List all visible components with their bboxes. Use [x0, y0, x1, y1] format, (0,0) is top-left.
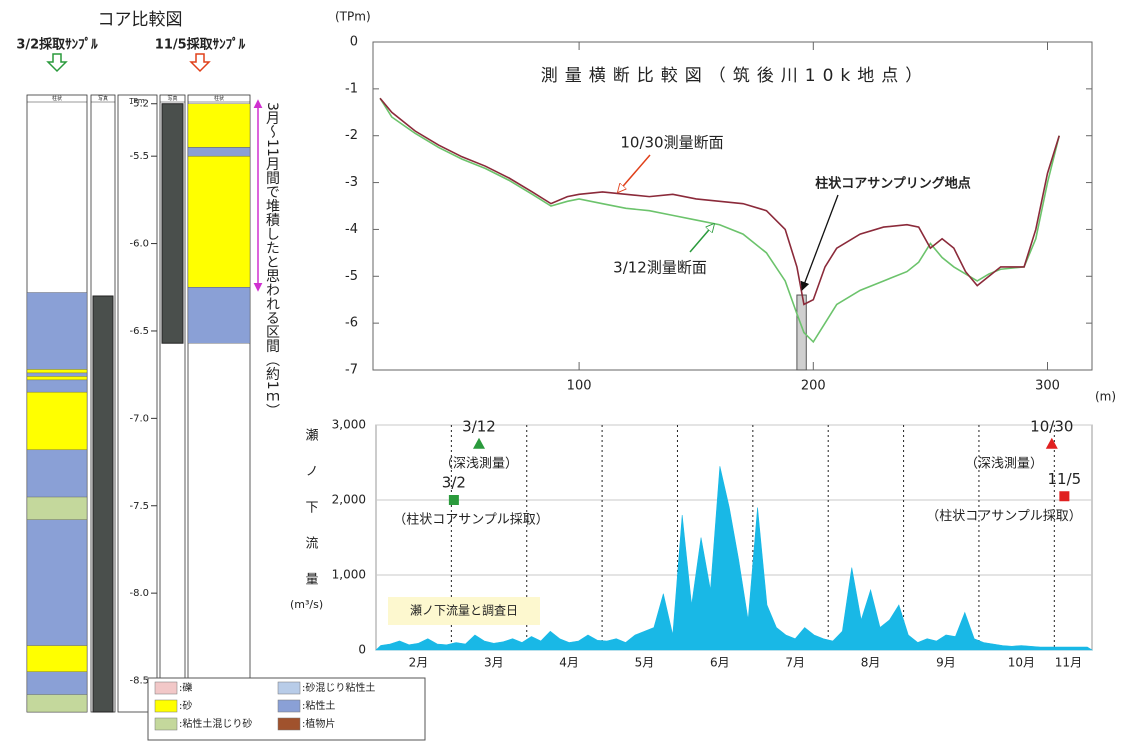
legend-swatch: [154, 699, 178, 713]
x-tick-label: 11月: [1055, 656, 1082, 670]
y-tick-label: -7: [345, 363, 358, 378]
event-marker: [1045, 437, 1058, 449]
flow-area: [375, 466, 1094, 651]
annotation: 瀬ノ下流量と調査日: [410, 604, 518, 618]
depth-tick-label: -6.0: [129, 239, 149, 250]
event-date: 11/5: [1048, 470, 1082, 488]
deposit-note: 3月～11月間で堆積したと思われる区間（約1ｍ）: [264, 102, 280, 418]
legend-label: :植物片: [302, 717, 335, 730]
depth-tick-label: -5.2: [129, 99, 149, 110]
core-photo: [161, 103, 184, 344]
x-tick-label: 4月: [559, 656, 579, 670]
y-tick-label: -6: [345, 316, 358, 331]
soil-layer: [187, 103, 251, 148]
event-date: 10/30: [1030, 417, 1073, 435]
depth-tick-label: -8.5: [129, 676, 149, 687]
legend-label: :粘性土混じり砂: [179, 717, 252, 730]
legend-label: :粘性土: [302, 699, 335, 712]
profile-line: [379, 97, 1060, 306]
x-tick-label: 100: [567, 379, 592, 394]
x-tick-label: 5月: [635, 656, 655, 670]
soil-layer: [187, 147, 251, 157]
event-marker: [448, 495, 459, 505]
y-tick-label: -1: [345, 81, 358, 96]
event-marker: [473, 437, 486, 449]
soil-layer: [187, 287, 251, 344]
legend-swatch: [277, 717, 301, 731]
depth-tick-label: -8.0: [129, 588, 149, 599]
x-tick-label: 7月: [785, 656, 805, 670]
y-tick-label: -4: [345, 222, 358, 237]
series-arrow: [689, 224, 714, 253]
x-tick-label: 200: [801, 379, 826, 394]
sample-arrow: [189, 53, 211, 73]
sample-arrow: [46, 53, 68, 73]
core-title: コア比較図: [98, 10, 183, 30]
depth-tick-label: -6.5: [129, 326, 149, 337]
y-tick-label: -2: [345, 128, 358, 143]
event-date: 3/2: [442, 474, 466, 492]
x-tick-label: 6月: [710, 656, 730, 670]
sample-label: 11/5採取ｻﾝﾌﾟﾙ: [155, 37, 246, 53]
depth-column: [117, 94, 158, 713]
y-tick-label: 1,000: [332, 568, 366, 582]
x-tick-label: 2月: [409, 656, 429, 670]
y-tick-label: 0: [350, 35, 358, 50]
legend-swatch: [277, 681, 301, 695]
event-date: 3/12: [462, 417, 496, 435]
soil-layer: [26, 645, 88, 672]
depth-tick-label: -7.5: [129, 501, 149, 512]
y-axis-label: (TPm): [335, 10, 371, 24]
y-axis-unit: (m³/s): [290, 598, 323, 611]
series-label: 3/12測量断面: [613, 259, 707, 277]
sample-label: 3/2採取ｻﾝﾌﾟﾙ: [16, 37, 98, 53]
event-note: （柱状コアサンプル採取）: [926, 509, 1082, 524]
legend-swatch: [277, 699, 301, 713]
column-header: 写真: [98, 95, 108, 102]
depth-tick-label: -7.0: [129, 413, 149, 424]
annotation-box: [388, 597, 540, 625]
event-note: （深浅測量）: [440, 456, 518, 471]
x-tick-label: 10月: [1008, 656, 1035, 670]
core-photo: [92, 295, 114, 713]
soil-layer: [26, 369, 88, 374]
y-tick-label: -5: [345, 269, 358, 284]
x-tick-label: 8月: [861, 656, 881, 670]
depth-tick-label: -5.5: [129, 151, 149, 162]
x-tick-label: 3月: [484, 656, 504, 670]
core-point-arrow: [800, 194, 839, 291]
soil-layer: [187, 155, 251, 288]
column-header: 柱状: [52, 95, 62, 102]
legend-swatch: [154, 681, 178, 695]
x-axis-label: (m): [1095, 390, 1116, 404]
legend-swatch: [154, 717, 178, 731]
soil-layer: [26, 376, 88, 381]
event-marker: [1059, 491, 1070, 502]
y-tick-label: -3: [345, 175, 358, 190]
depth-axis-label: TPm: [128, 97, 144, 105]
core-point-label: 柱状コアサンプリング地点: [815, 176, 971, 192]
series-label: 10/30測量断面: [620, 134, 723, 152]
event-note: （深浅測量）: [965, 456, 1043, 471]
soil-layer: [26, 496, 88, 520]
legend-label: :砂: [179, 699, 192, 712]
plot-frame: [372, 41, 1093, 371]
legend-label: :砂混じり粘性土: [302, 681, 375, 694]
series-arrow: [618, 154, 651, 192]
y-tick-label: 0: [358, 643, 366, 657]
y-axis-label: 瀬ノ下流量: [303, 428, 319, 608]
column-header: 写真: [167, 95, 177, 102]
event-note: （柱状コアサンプル採取）: [393, 513, 549, 528]
x-tick-label: 9月: [936, 656, 956, 670]
soil-layer: [26, 694, 88, 713]
x-tick-label: 300: [1035, 379, 1060, 394]
legend-label: :礫: [179, 681, 192, 694]
y-tick-label: 2,000: [332, 493, 366, 507]
column-header: 柱状: [214, 95, 224, 102]
y-tick-label: 3,000: [332, 418, 366, 432]
chart-title: 測量横断比較図（筑後川10k地点）: [541, 66, 929, 86]
soil-layer: [26, 391, 88, 451]
